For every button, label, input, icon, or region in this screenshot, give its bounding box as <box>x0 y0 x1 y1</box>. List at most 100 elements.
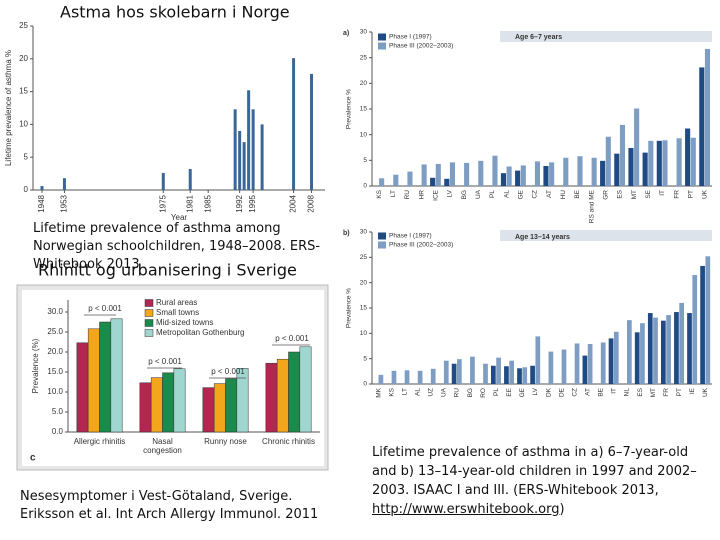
x-tick-label: SE <box>645 189 652 198</box>
bar <box>500 173 507 186</box>
x-tick-label: IT <box>659 190 666 196</box>
x-tick-label: CZ <box>571 388 578 397</box>
bar <box>534 161 541 186</box>
x-tick-label: UK <box>702 387 709 397</box>
x-tick-label: FR <box>663 388 670 397</box>
bar <box>242 142 246 190</box>
bar <box>162 372 175 433</box>
chart-title: Astma hos skolebarn i Norge <box>60 3 290 22</box>
y-tick-label: 20 <box>360 279 368 286</box>
y-tick-label: 20.0 <box>47 347 63 356</box>
bar <box>605 136 611 186</box>
legend-label: Phase I (1997) <box>389 233 432 240</box>
bar <box>444 178 450 186</box>
x-tick-label: 1975 <box>158 194 167 212</box>
legend-swatch <box>378 232 386 240</box>
chart-subtitle: Age 13–14 years <box>515 234 570 241</box>
y-tick-label: 25 <box>360 254 368 261</box>
bar <box>628 148 634 186</box>
bar <box>496 357 501 384</box>
legend-label: Metropolitan Gothenburg <box>156 328 245 337</box>
x-tick-label: UA <box>441 387 448 397</box>
caption-link[interactable]: http://www.erswhitebook.org <box>372 502 560 517</box>
x-tick-label: KS <box>376 189 383 198</box>
annotation: p < 0.001 <box>88 304 122 313</box>
bar <box>515 170 521 186</box>
bar <box>492 155 498 186</box>
legend-swatch <box>144 299 154 307</box>
bar <box>699 67 705 186</box>
bar <box>674 312 679 384</box>
bar <box>705 256 711 384</box>
bar <box>407 171 413 186</box>
bar <box>634 108 640 186</box>
bar <box>478 160 484 186</box>
bar <box>173 368 186 433</box>
y-tick-label: 0.0 <box>52 427 64 436</box>
y-axis-label: Lifetime prevalence of asthma % <box>4 50 13 166</box>
x-tick-label: UK <box>702 189 709 199</box>
bar <box>543 165 549 186</box>
y-axis-label: Prevalence % <box>346 288 353 328</box>
panel-label: a) <box>343 30 349 37</box>
bar <box>161 172 165 190</box>
x-tick-label: RU <box>454 388 461 398</box>
legend-swatch <box>144 319 154 327</box>
bar <box>430 177 436 186</box>
bar <box>225 378 238 433</box>
bar <box>662 140 668 186</box>
bar <box>76 342 89 433</box>
bar <box>292 58 296 191</box>
x-tick-label: GE <box>517 189 524 199</box>
bar <box>561 349 567 384</box>
bar <box>549 162 555 186</box>
bar <box>522 367 528 384</box>
bar <box>530 365 535 384</box>
y-tick-label: 5 <box>363 355 367 362</box>
bar <box>704 48 711 186</box>
y-tick-label: 0 <box>24 185 29 194</box>
bar <box>435 163 441 186</box>
bar <box>613 331 619 384</box>
y-tick-label: 30 <box>360 229 368 236</box>
legend-label: Phase I (1997) <box>389 34 432 41</box>
bar <box>548 351 554 384</box>
bar <box>251 109 255 190</box>
bar <box>506 166 512 186</box>
y-tick-label: 25 <box>19 21 28 30</box>
y-tick-label: 30 <box>360 29 368 36</box>
bar <box>470 356 475 384</box>
bar <box>443 360 449 384</box>
x-tick-label: 2004 <box>289 194 298 212</box>
bar <box>247 90 251 190</box>
x-tick-label: HR <box>418 190 425 200</box>
bar <box>378 374 384 384</box>
bar <box>233 109 237 190</box>
y-tick-label: 10 <box>360 131 368 138</box>
bar <box>582 355 588 384</box>
bar <box>421 164 427 186</box>
y-axis-label: Prevalence (%) <box>31 338 40 393</box>
y-tick-label: 10.0 <box>47 387 63 396</box>
bar <box>653 317 658 384</box>
bar <box>535 336 541 384</box>
bar <box>619 124 626 186</box>
x-tick-label: RO <box>480 388 487 398</box>
legend-label: Small towns <box>156 308 199 317</box>
bar <box>634 332 640 384</box>
bar <box>608 338 614 384</box>
chart-subtitle: Age 6–7 years <box>515 34 562 41</box>
y-tick-label: 25.0 <box>47 327 63 336</box>
x-tick-label: PL <box>489 190 496 198</box>
legend-label: Mid-sized towns <box>156 318 213 327</box>
bar <box>647 313 653 384</box>
bar <box>640 323 645 384</box>
bar <box>265 362 278 433</box>
x-tick-label: GE <box>519 387 526 397</box>
bar <box>40 186 44 190</box>
bar <box>202 387 215 433</box>
bar <box>614 153 620 186</box>
y-tick-label: 0 <box>363 381 367 388</box>
bar <box>483 363 488 384</box>
bar <box>591 157 597 186</box>
